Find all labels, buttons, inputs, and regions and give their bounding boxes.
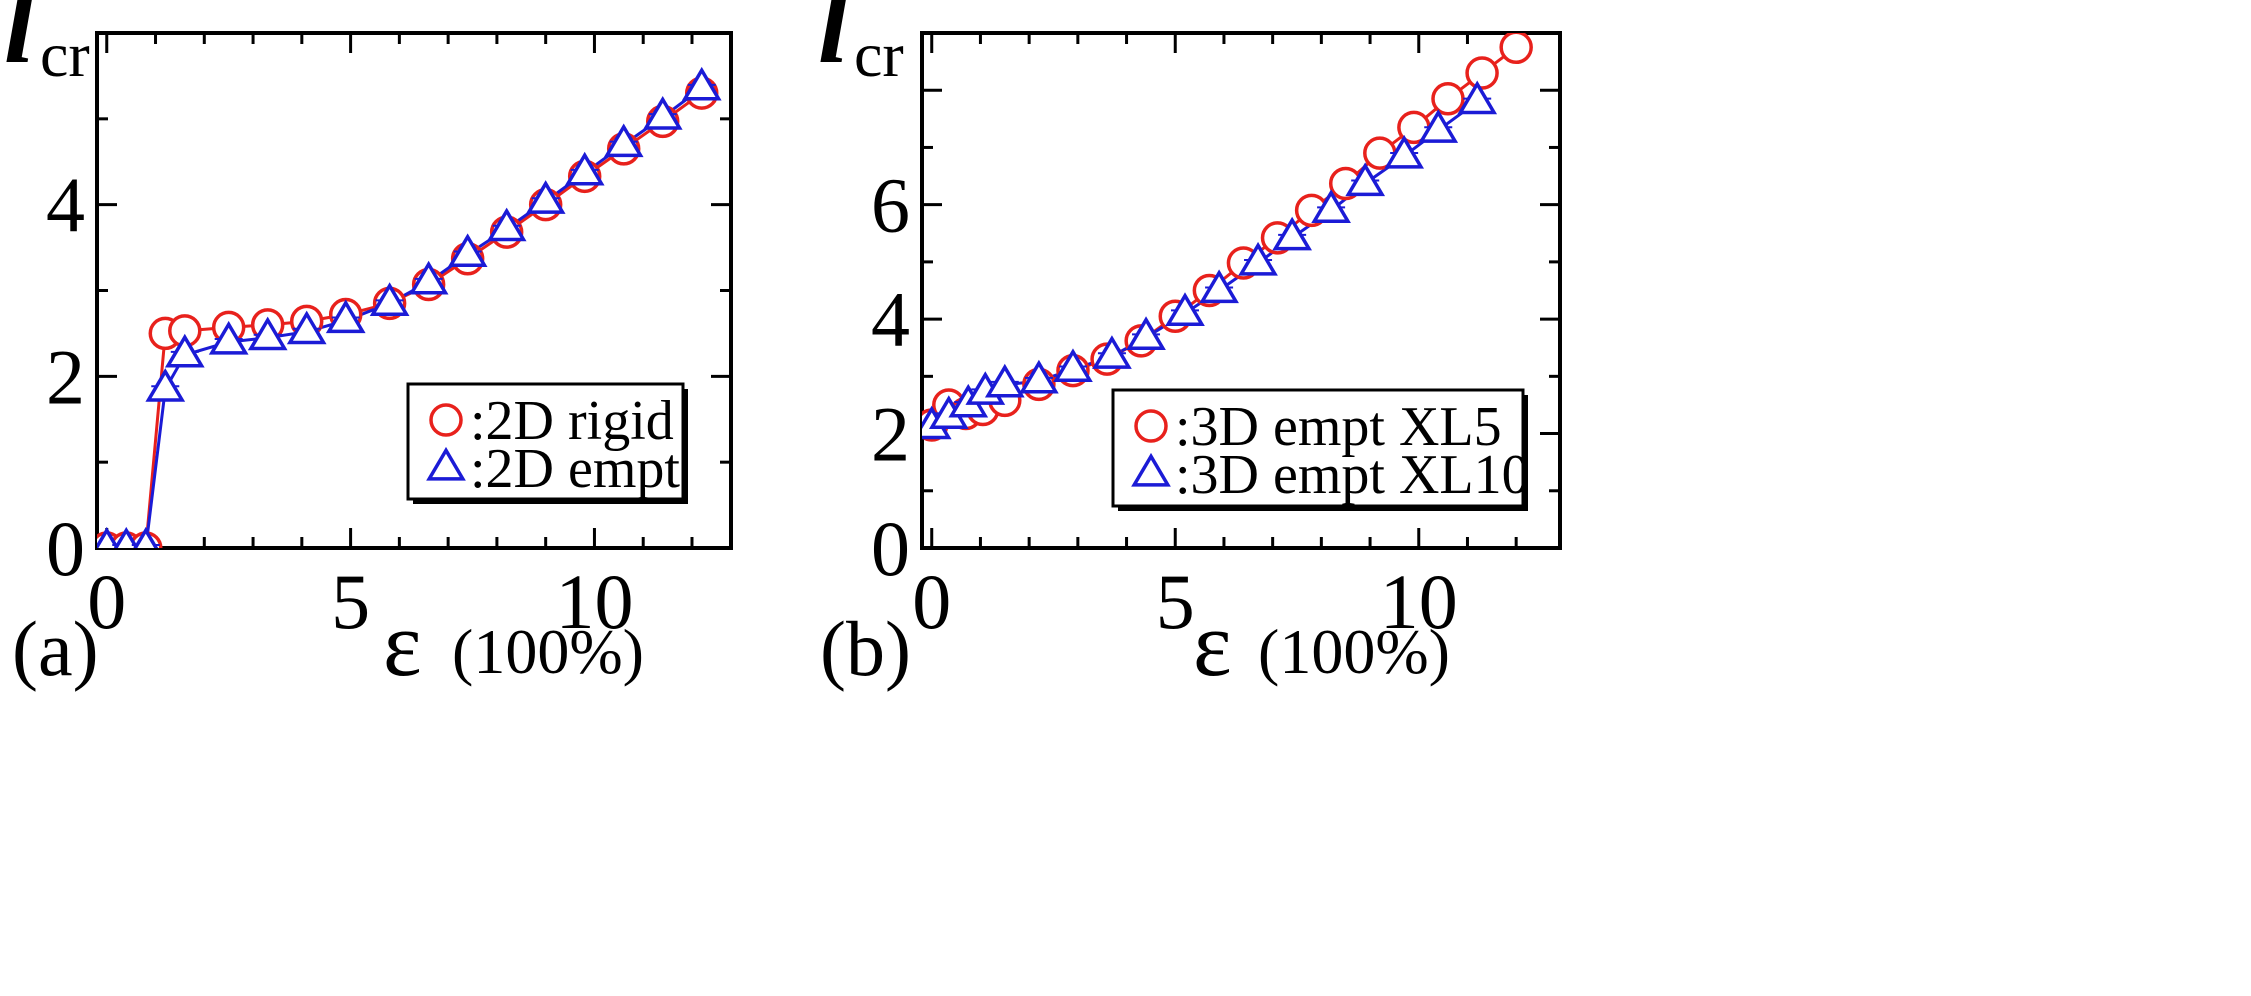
- legend-marker-circle: [429, 403, 463, 437]
- data-point-triangle: [1199, 269, 1239, 304]
- legend: :2D rigid:2D empt: [406, 382, 688, 504]
- panel-a: 0 5 10 0 2 4l cr ε (100%) (a) :2D rigid:2D empt: [4, 0, 733, 695]
- x-axis-symbol: ε: [383, 593, 422, 695]
- data-point-triangle: [325, 299, 366, 334]
- legend-box: [1111, 388, 1525, 508]
- data-point-triangle: [447, 233, 488, 268]
- data-point-triangle: [247, 316, 288, 351]
- y-tick-label: 0: [871, 505, 910, 592]
- data-point-triangle: [1238, 241, 1278, 276]
- data-point-triangle: [1019, 359, 1059, 394]
- y-tick-label: 4: [46, 162, 85, 249]
- data-point-triangle: [486, 207, 527, 242]
- data-point-triangle: [408, 260, 449, 295]
- x-axis-unit: (100%): [1258, 616, 1450, 687]
- data-point-triangle: [1272, 216, 1313, 251]
- y-axis-label-main: l: [4, 0, 35, 86]
- data-point-triangle: [1126, 316, 1166, 351]
- data-point-triangle: [603, 123, 644, 158]
- data-point-circle: [1499, 33, 1533, 65]
- legend-marker-triangle: [1131, 452, 1171, 487]
- legend-label: :2D empt: [470, 438, 680, 500]
- data-point-triangle: [1053, 348, 1093, 383]
- y-axis-label-sub: cr: [40, 19, 90, 90]
- x-tick-label: 5: [1156, 558, 1195, 645]
- x-tick-label: 10: [1380, 558, 1458, 645]
- legend-marker-circle: [1134, 409, 1168, 443]
- x-tick-label: 0: [87, 558, 126, 645]
- data-point-triangle: [1457, 80, 1498, 115]
- data-point-triangle: [145, 368, 186, 402]
- data-point-triangle: [1384, 134, 1425, 169]
- data-point-triangle: [1418, 109, 1459, 143]
- data-point-triangle: [984, 363, 1025, 398]
- x-tick-label: 10: [555, 558, 633, 645]
- y-tick-label: 0: [46, 505, 85, 592]
- data-point-triangle: [1092, 335, 1132, 369]
- plot-area: [922, 33, 1533, 442]
- data-point-circle: [1465, 56, 1499, 90]
- x-tick-label: 0: [912, 558, 951, 645]
- x-axis-unit: (100%): [452, 616, 644, 687]
- y-axis-label-sub: cr: [854, 19, 904, 90]
- x-tick-label: 5: [331, 558, 370, 645]
- plot-area: [97, 66, 722, 548]
- data-point-triangle: [369, 282, 410, 316]
- series-line-circle: [930, 46, 1518, 426]
- data-point-triangle: [208, 320, 249, 355]
- data-point-triangle: [1311, 189, 1351, 223]
- panel-label: (b): [820, 605, 911, 692]
- data-point-triangle: [1165, 292, 1205, 326]
- data-point-triangle: [525, 180, 566, 214]
- data-point-triangle: [1345, 162, 1386, 197]
- data-point-triangle: [133, 526, 159, 548]
- data-point-triangle: [642, 96, 683, 130]
- y-axis-label-main: l: [818, 0, 849, 86]
- legend-label: :2D rigid: [470, 390, 674, 452]
- plot-frame: [920, 31, 1562, 550]
- legend-label: :3D empt XL5: [1175, 396, 1502, 458]
- legend-marker-triangle: [426, 446, 466, 481]
- data-point-triangle: [564, 151, 605, 186]
- y-tick-label: 2: [46, 333, 85, 420]
- legend: :3D empt XL5:3D empt XL10: [1111, 388, 1530, 511]
- data-point-triangle: [164, 333, 205, 368]
- data-point-circle: [1431, 82, 1465, 116]
- x-axis-symbol: ε: [1193, 593, 1232, 695]
- legend-label: :3D empt XL10: [1175, 444, 1530, 506]
- panel-label: (a): [12, 605, 99, 692]
- y-tick-label: 2: [871, 391, 910, 478]
- y-tick-label: 4: [871, 276, 910, 363]
- y-tick-label: 6: [871, 162, 910, 249]
- data-point-triangle: [286, 310, 327, 345]
- data-point-triangle: [681, 66, 722, 101]
